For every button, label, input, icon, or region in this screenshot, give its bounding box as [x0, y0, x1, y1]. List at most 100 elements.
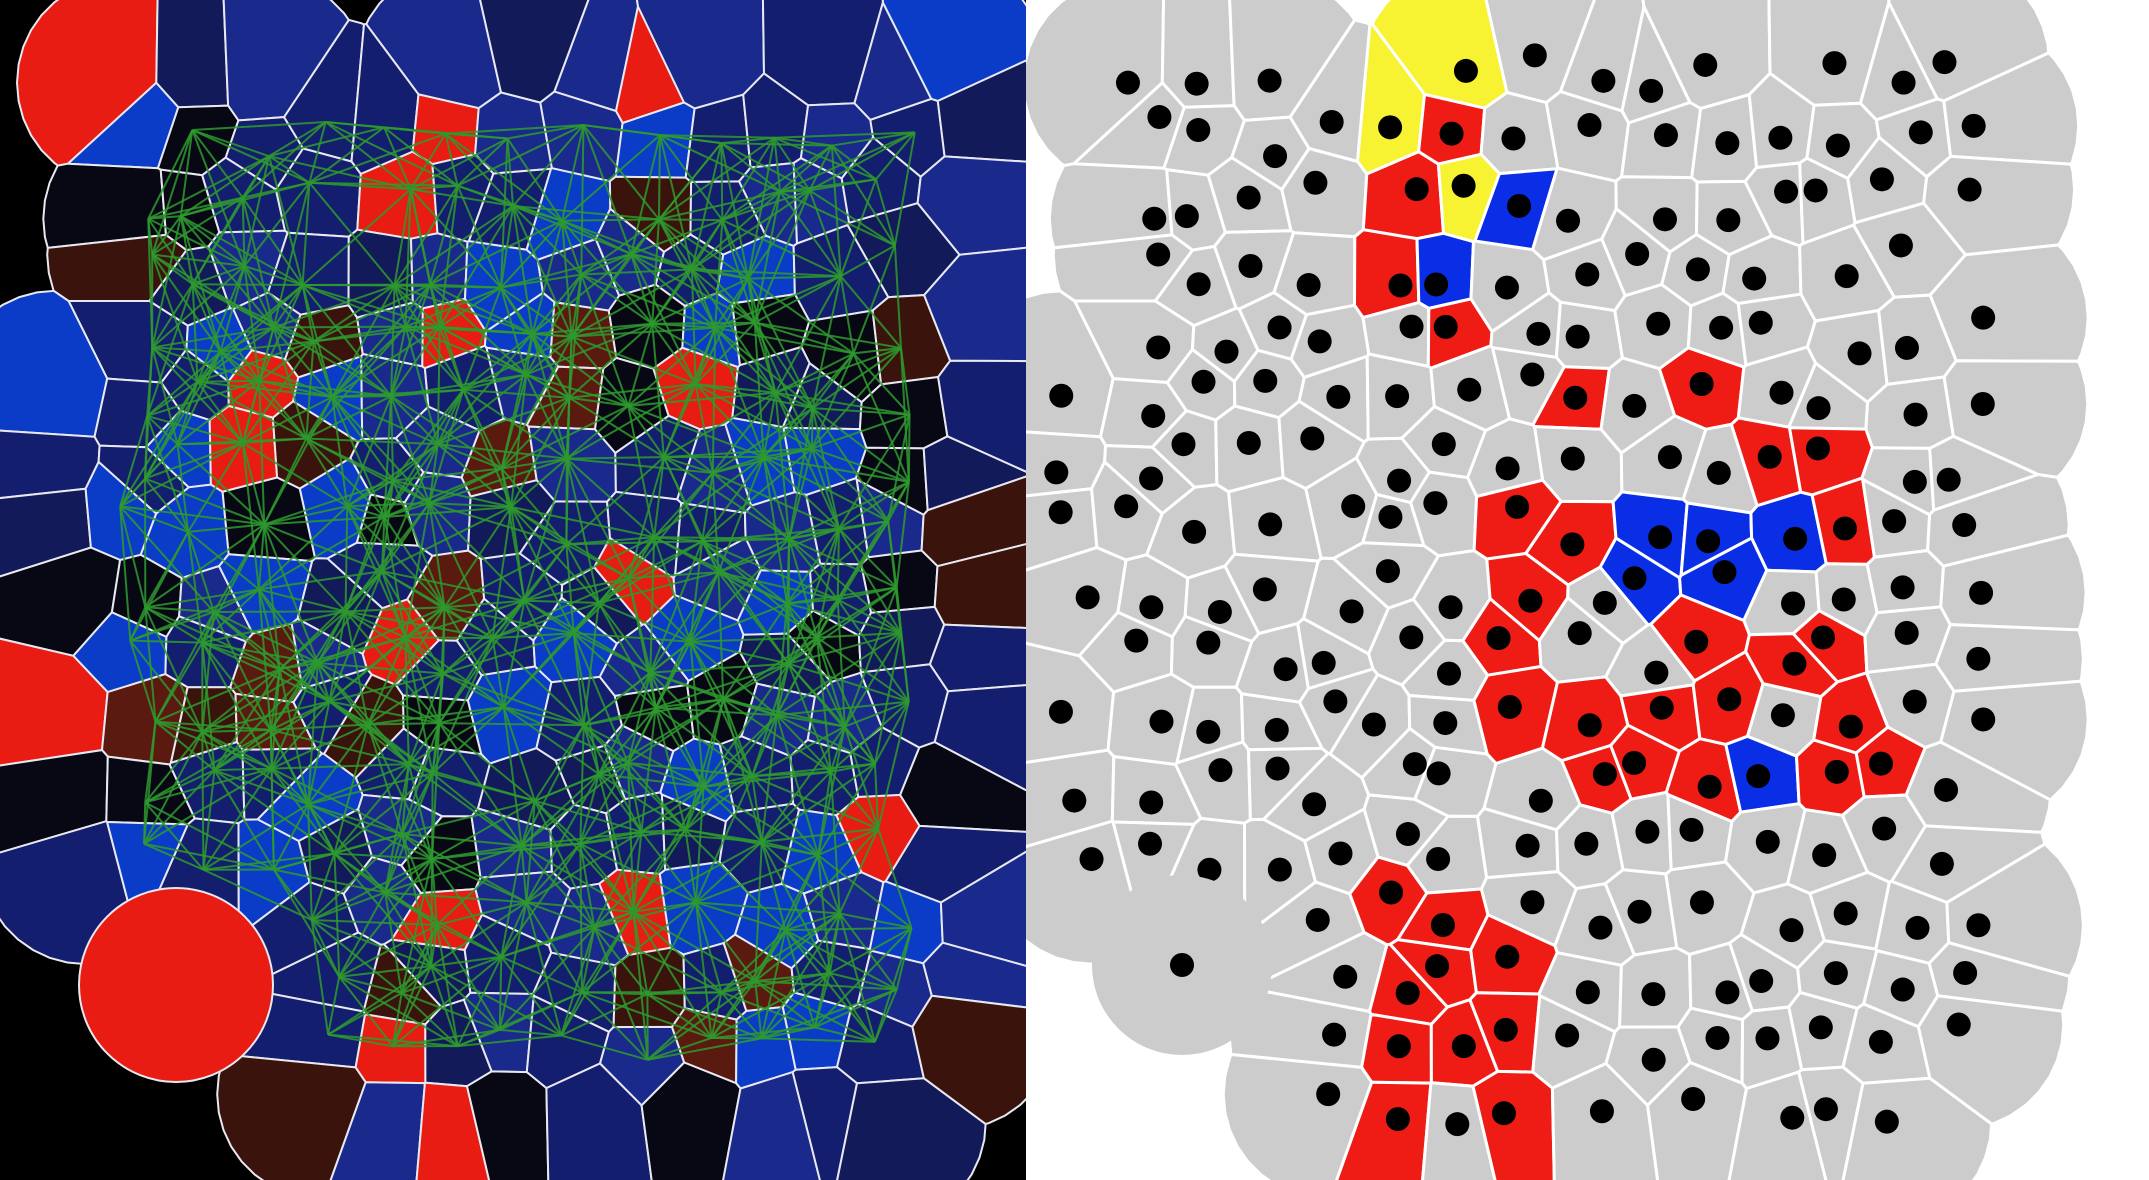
cell-centroid-dot	[1890, 977, 1915, 1002]
network-edge	[580, 125, 585, 275]
network-edge	[703, 785, 819, 856]
network-edge	[565, 543, 629, 580]
voronoi-cell	[936, 59, 1026, 163]
cell-centroid-dot	[1387, 468, 1412, 493]
network-edge	[532, 322, 653, 335]
network-edge	[328, 570, 383, 702]
cell-centroid-dot	[1560, 446, 1585, 471]
network-edge	[444, 606, 574, 635]
cell-centroid-dot	[1641, 982, 1666, 1007]
cell-centroid-dot	[1805, 436, 1830, 461]
cell-centroid-dot	[1824, 759, 1849, 784]
network-edge	[838, 528, 902, 634]
network-edge	[384, 858, 433, 894]
network-edge	[500, 843, 582, 958]
network-edge	[573, 632, 691, 643]
network-edge	[307, 803, 336, 854]
network-edge	[598, 540, 703, 604]
network-edge	[381, 570, 525, 602]
network-edge	[219, 351, 244, 444]
network-edge	[630, 253, 716, 329]
network-edge	[457, 124, 584, 187]
network-edge	[307, 803, 433, 860]
network-edge	[306, 437, 438, 446]
network-edge	[721, 142, 832, 147]
network-edge	[241, 197, 246, 267]
network-edge	[383, 126, 459, 187]
network-edge	[658, 190, 781, 221]
cell-centroid-dot	[1048, 500, 1073, 525]
network-edge	[525, 901, 563, 1036]
network-edge	[390, 395, 439, 445]
cell-centroid-dot	[1433, 711, 1458, 736]
cell-centroid-dot	[1341, 494, 1366, 519]
network-edge	[695, 382, 776, 394]
network-edge	[720, 929, 787, 994]
network-edge	[774, 131, 915, 139]
network-edge	[500, 467, 568, 546]
cell-centroid-dot	[1322, 1022, 1347, 1047]
cell-centroid-dot	[1746, 764, 1771, 789]
network-edge	[526, 901, 595, 929]
network-edge	[366, 724, 403, 835]
network-edge	[196, 265, 246, 383]
network-edge	[263, 524, 281, 670]
network-edge	[311, 858, 433, 921]
network-edge	[711, 1026, 815, 1039]
cell-centroid-dot	[1433, 314, 1458, 339]
cell-centroid-dot	[1970, 392, 1995, 417]
cell-centroid-dot	[1171, 432, 1196, 457]
network-edge	[310, 853, 336, 921]
network-edge	[722, 662, 789, 701]
cell-centroid-dot	[1296, 273, 1321, 298]
network-edge	[333, 724, 369, 854]
network-edge	[331, 284, 396, 398]
network-edge	[811, 347, 902, 450]
network-edge	[843, 632, 902, 728]
network-edge	[317, 661, 444, 675]
cell-centroid-dot	[1147, 105, 1172, 130]
network-edge	[569, 382, 696, 399]
network-edge	[272, 327, 308, 439]
network-edge	[762, 392, 777, 458]
network-edge	[313, 340, 392, 398]
network-edge	[431, 637, 494, 774]
network-edge	[187, 442, 244, 533]
network-edge	[747, 189, 811, 280]
network-edge	[649, 537, 656, 673]
network-edge	[647, 980, 756, 996]
network-edge	[510, 506, 526, 601]
network-edge	[259, 379, 392, 398]
network-edge	[404, 502, 431, 638]
cell-centroid-dot	[1385, 384, 1410, 409]
network-edge	[401, 833, 433, 860]
network-edge	[243, 155, 271, 267]
network-edge	[268, 121, 327, 158]
cell-centroid-dot	[1196, 719, 1221, 744]
network-edge	[658, 134, 693, 270]
network-edge	[510, 506, 630, 580]
network-edge	[307, 763, 410, 806]
network-edge	[144, 607, 157, 722]
network-edge	[176, 381, 199, 445]
network-edge	[659, 134, 775, 139]
network-edge	[817, 771, 832, 856]
network-edge	[718, 571, 838, 601]
network-edge	[844, 700, 910, 728]
network-edge	[491, 637, 505, 708]
cell-centroid-dot	[1696, 529, 1721, 554]
network-edge	[347, 502, 430, 508]
cell-centroid-dot	[1388, 273, 1413, 298]
cell-centroid-dot	[1141, 403, 1166, 428]
network-edge	[632, 831, 643, 912]
network-edge	[203, 852, 335, 871]
network-edge	[695, 901, 786, 932]
network-edge	[774, 392, 840, 529]
network-edge	[570, 253, 632, 338]
network-edge	[144, 769, 215, 804]
network-edge	[714, 275, 842, 329]
network-edge	[316, 570, 383, 664]
network-edge	[512, 205, 534, 334]
network-edge	[500, 273, 582, 289]
cell-centroid-dot	[1567, 621, 1592, 646]
